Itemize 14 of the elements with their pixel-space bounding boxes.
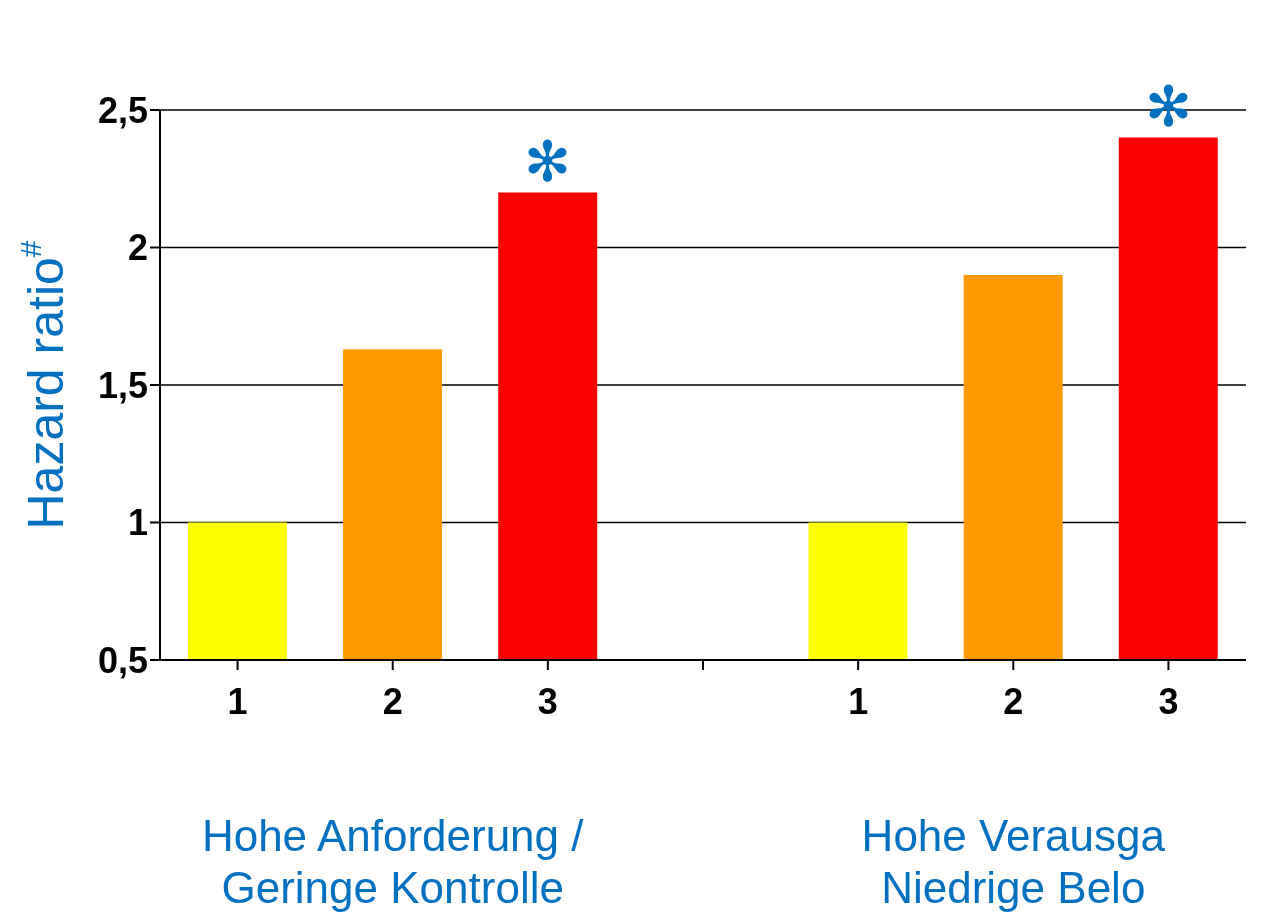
y-tick-label: 1 <box>127 502 148 544</box>
x-tick-label: 2 <box>1003 680 1024 722</box>
y-tick-label: 2,5 <box>97 89 148 131</box>
x-tick-label: 3 <box>1158 680 1179 722</box>
y-tick-label: 1,5 <box>97 364 148 406</box>
text: Hohe Verausga Niedrige Belo <box>860 810 1166 914</box>
x-tick-label: 2 <box>382 680 403 722</box>
y-tick-label: 0,5 <box>97 639 148 681</box>
x-tick-label: 3 <box>537 680 558 722</box>
data-label: ✻ <box>524 129 572 193</box>
text: Hohe Anforderung / Geringe Kontrolle <box>200 810 585 914</box>
x-tick-label: 1 <box>227 680 248 722</box>
x-tick-label: 1 <box>848 680 869 722</box>
y-tick-label: 2 <box>127 227 148 269</box>
